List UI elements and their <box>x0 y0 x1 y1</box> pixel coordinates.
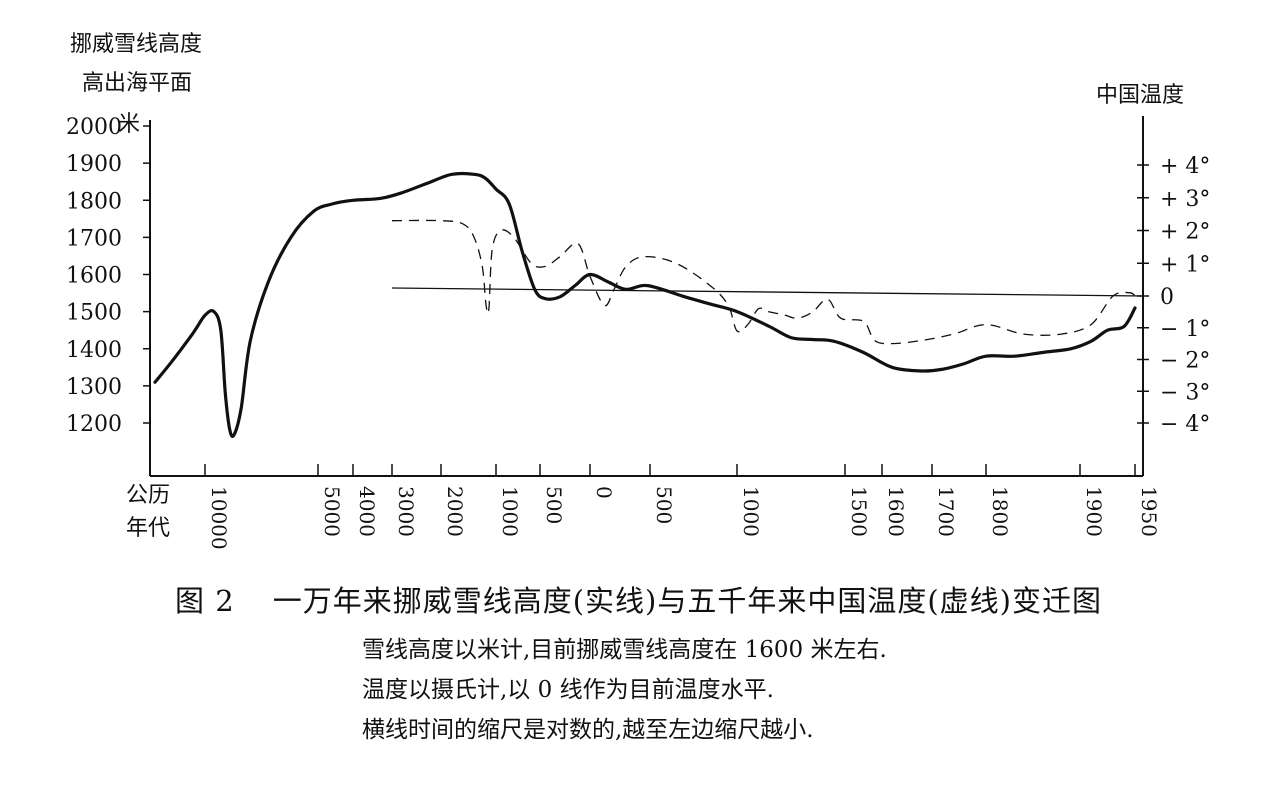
x-axis-tick-label: 500 <box>542 486 566 524</box>
left-axis-title-line-2: 高出海平面 <box>82 71 192 96</box>
left-axis-tick-label: 1900 <box>66 152 122 177</box>
x-axis-tick-label: 4000 <box>355 486 379 537</box>
x-axis-tick-label: 1000 <box>498 486 522 537</box>
left-axis-tick-label: 1300 <box>66 375 122 400</box>
left-axis-tick-label: 1700 <box>66 226 122 251</box>
right-axis-tick-label: 0 <box>1160 285 1174 310</box>
x-axis-tick-label: 500 <box>652 486 676 524</box>
x-axis-tick-label: 10000 <box>207 486 231 550</box>
x-axis-tick-label: 1700 <box>934 486 958 537</box>
x-axis-tick-label: 2000 <box>443 486 467 537</box>
right-axis-tick-label: + 4° <box>1160 154 1210 179</box>
right-axis-title: 中国温度 <box>1096 83 1184 108</box>
note-3: 横线时间的缩尺是对数的,越至左边缩尺越小. <box>362 717 814 743</box>
right-axis-tick-label: − 4° <box>1160 412 1210 437</box>
x-axis-title-line-2: 年代 <box>126 516 170 541</box>
right-axis-tick-label: + 1° <box>1160 252 1210 277</box>
figure-notes: 雪线高度以米计,目前挪威雪线高度在 1600 米左右. 温度以摄氏计,以 0 线… <box>362 630 887 750</box>
zero-reference-line <box>391 287 1144 297</box>
left-axis-tick-label: 1400 <box>66 338 122 363</box>
left-axis-tick-label: 1800 <box>66 189 122 214</box>
right-axis-tick-label: + 3° <box>1160 187 1210 212</box>
right-axis-tick-label: + 2° <box>1160 220 1210 245</box>
left-axis-tick-label: 2000 <box>66 115 122 140</box>
figure-title: 一万年来挪威雪线高度(实线)与五千年来中国温度(虚线)变迁图 <box>272 584 1102 618</box>
x-axis-tick-label: 1500 <box>847 486 871 537</box>
right-axis-tick-label: − 1° <box>1160 317 1210 342</box>
left-axis-title-line-1: 挪威雪线高度 <box>70 32 202 57</box>
x-axis-tick-label: 1900 <box>1082 486 1106 537</box>
left-axis-tick-label: 1200 <box>66 412 122 437</box>
china-temperature-series <box>391 219 1136 345</box>
snowline-height-series <box>153 171 1137 438</box>
right-axis-tick-label: − 2° <box>1160 349 1210 374</box>
left-axis-tick-label: 1600 <box>66 264 122 289</box>
x-axis-title-line-1: 公历 <box>126 483 170 508</box>
left-axis-unit: 米 <box>118 112 140 137</box>
figure-caption: 图 2 一万年来挪威雪线高度(实线)与五千年来中国温度(虚线)变迁图 <box>0 578 1277 620</box>
x-axis-tick-label: 1800 <box>988 486 1012 537</box>
note-1: 雪线高度以米计,目前挪威雪线高度在 1600 米左右. <box>362 637 887 663</box>
right-axis-tick-label: − 3° <box>1160 380 1210 405</box>
x-axis-tick-label: 5000 <box>320 486 344 537</box>
left-axis-tick-label: 1500 <box>66 301 122 326</box>
x-axis-tick-label: 1600 <box>884 486 908 537</box>
x-axis-tick-label: 3000 <box>394 486 418 537</box>
note-2: 温度以摄氏计,以 0 线作为目前温度水平. <box>362 677 774 703</box>
chart: 挪威雪线高度 高出海平面 中国温度 米 2000 1900 1800 1700 1600… <box>66 32 1210 550</box>
x-axis-tick-label: 0 <box>592 486 616 499</box>
x-axis-tick-label: 1000 <box>739 486 763 537</box>
figure-number: 图 2 <box>175 584 235 618</box>
x-axis-tick-label: 1950 <box>1137 486 1161 537</box>
